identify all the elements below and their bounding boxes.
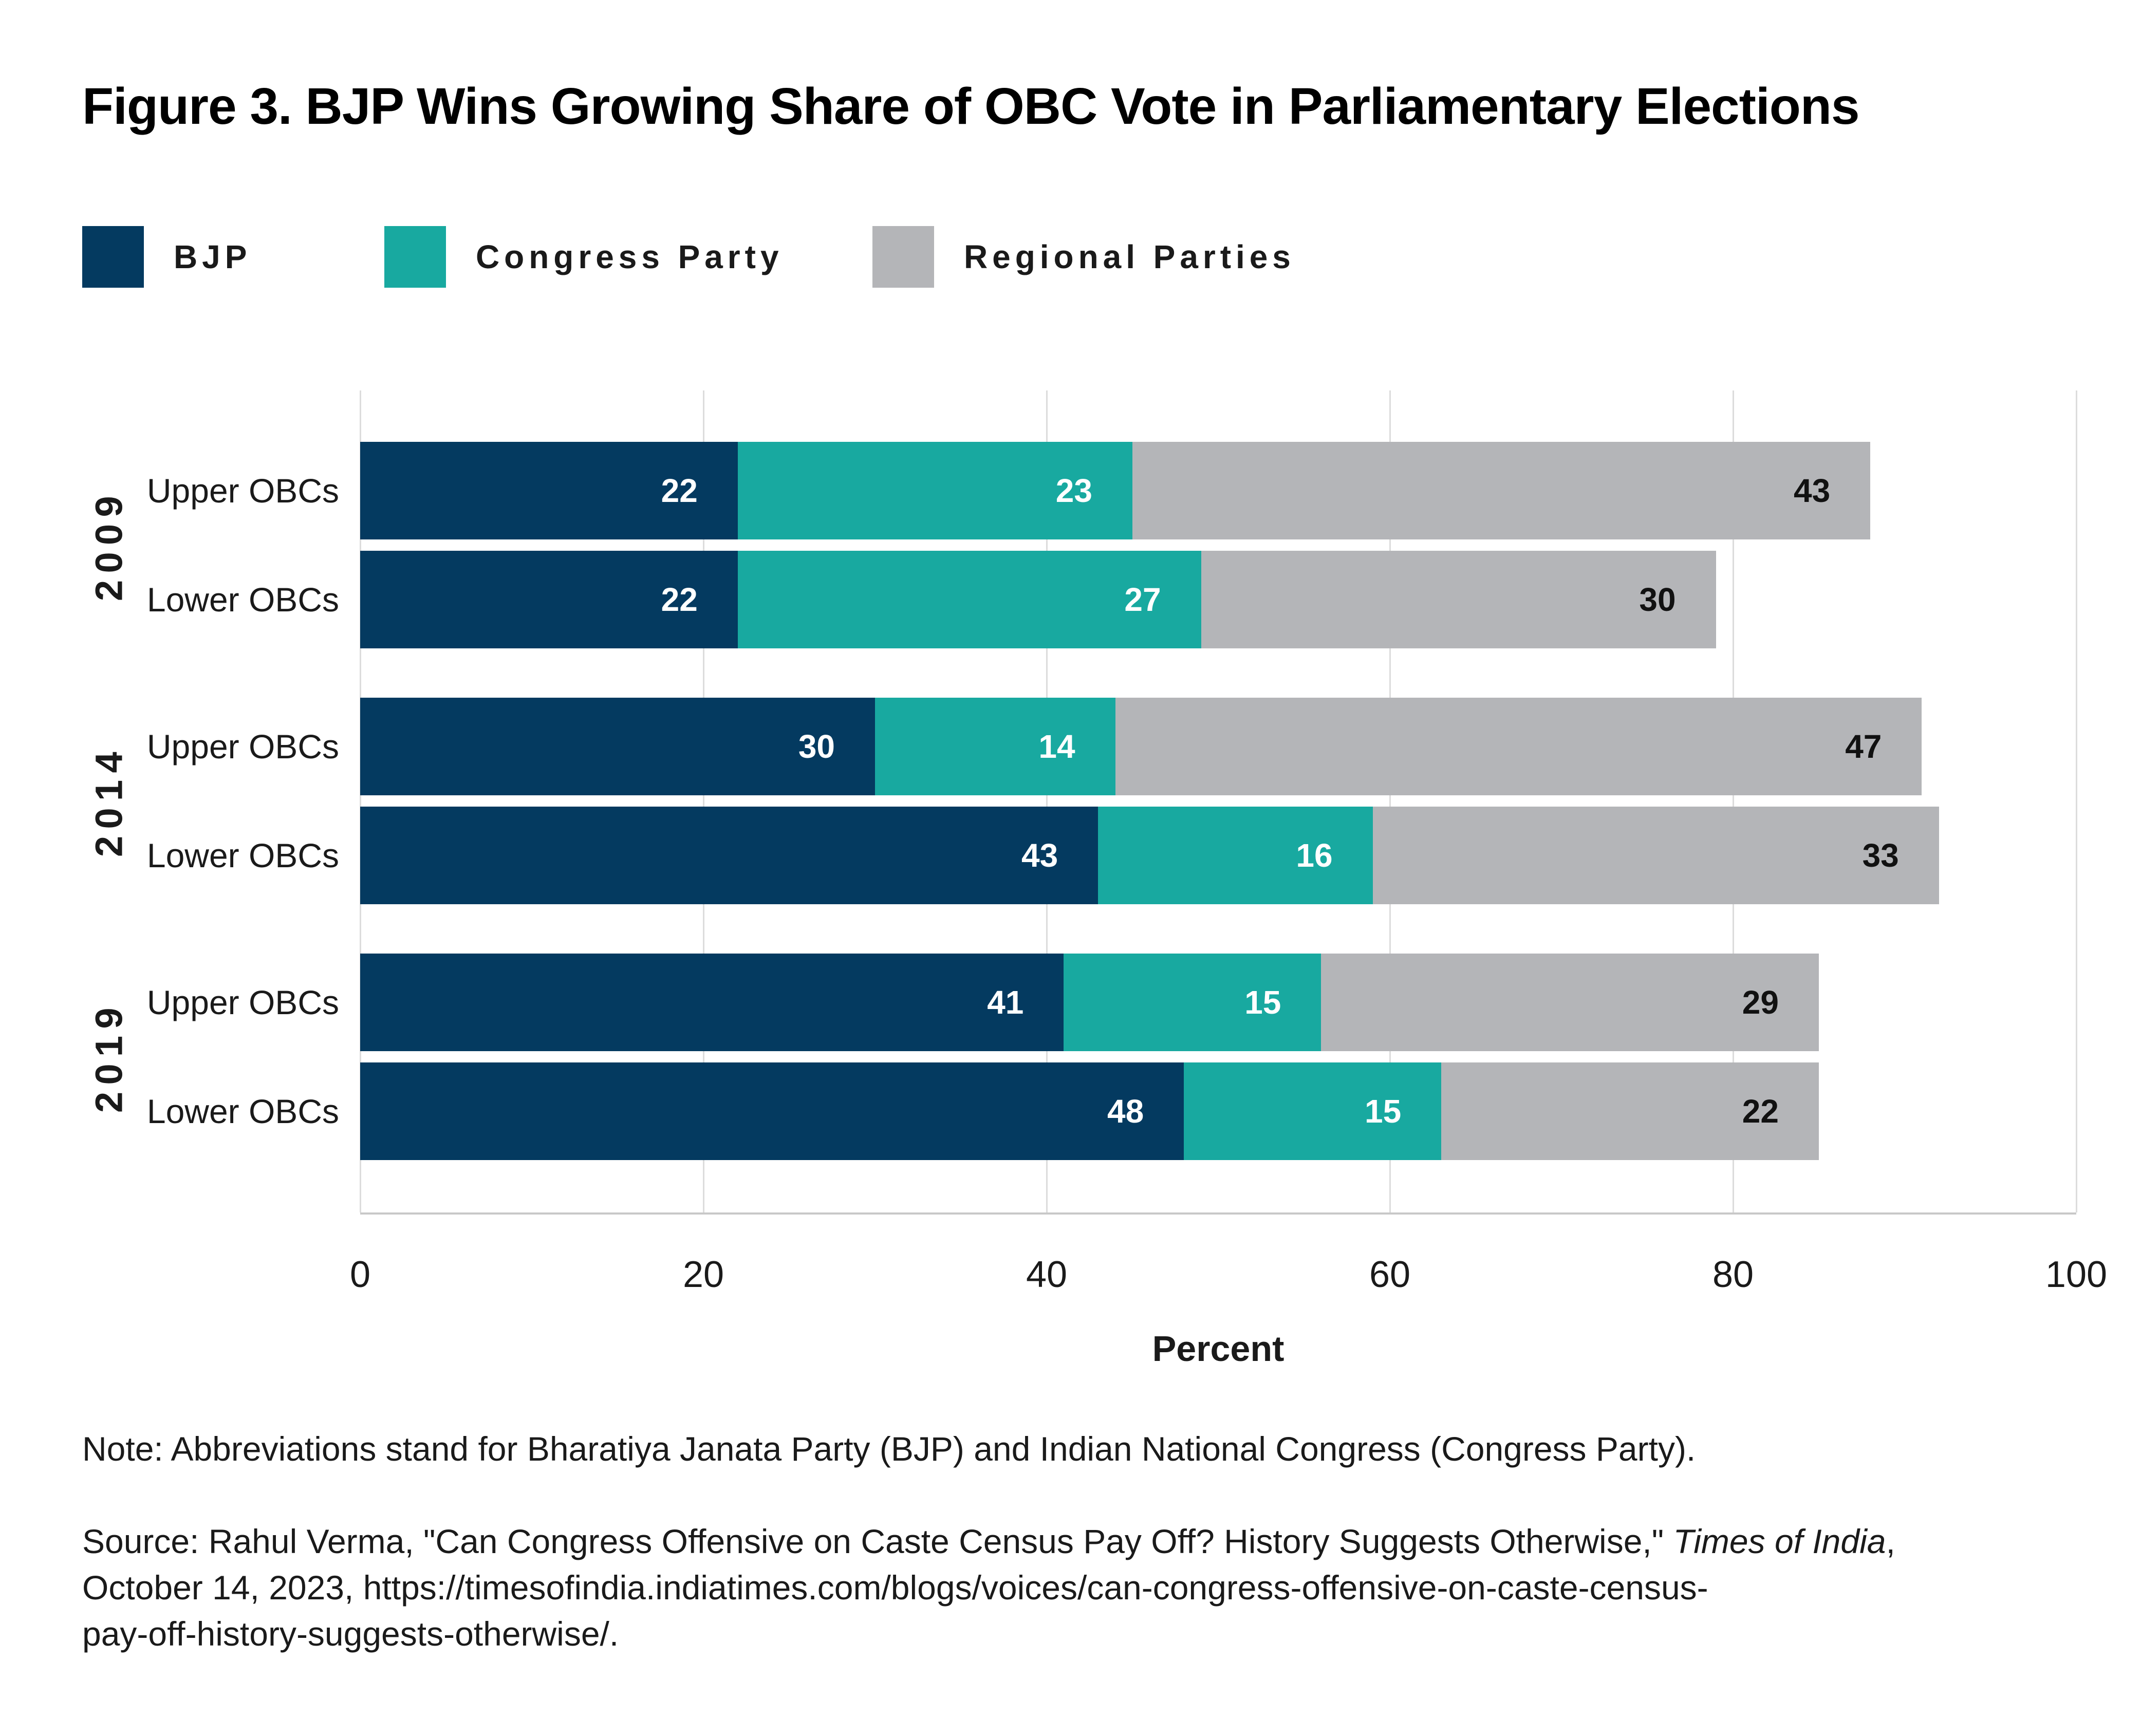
legend-item-congress: Congress Party [384,226,784,288]
bar-value-label: 30 [798,728,835,765]
category-label-upper-obcs: Upper OBCs [146,727,339,766]
bar-segment-congress-party: 23 [737,442,1132,539]
gridline-80 [1732,390,1734,1212]
bar-segment-bjp: 48 [360,1062,1184,1160]
bar-value-label: 27 [1124,581,1161,618]
bar-value-label: 16 [1296,837,1333,874]
bar-value-label: 22 [1742,1093,1779,1130]
legend: BJP Congress Party Regional Parties [0,226,2141,288]
x-tick-label-40: 40 [1026,1254,1068,1295]
note-text: Note: Abbreviations stand for Bharatiya … [82,1430,1696,1468]
bar-row-2009-lower-obcs: 22 27 30 [360,551,1716,648]
year-label-2014: 2014 [87,745,131,857]
bar-value-label: 15 [1244,984,1281,1021]
bar-value-label: 29 [1742,984,1779,1021]
source-text: Source: Rahul Verma, "Can Congress Offen… [82,1518,2076,1657]
bar-row-2019-lower-obcs: 48 15 22 [360,1062,1819,1160]
legend-label-regional: Regional Parties [964,238,1295,275]
bar-value-label: 43 [1021,837,1058,874]
category-label-lower-obcs: Lower OBCs [146,836,339,874]
bar-segment-regional-parties: 33 [1372,807,1939,904]
gridline-20 [702,390,704,1212]
bar-value-label: 48 [1107,1093,1144,1130]
bar-segment-bjp: 30 [360,698,875,795]
category-label-upper-obcs: Upper OBCs [146,472,339,510]
legend-swatch-congress [384,226,446,288]
bar-segment-congress-party: 14 [875,698,1115,795]
gridline-100 [2075,390,2077,1212]
bar-segment-bjp: 43 [360,807,1099,904]
bar-segment-regional-parties: 43 [1132,442,1871,539]
gridline-40 [1046,390,1048,1212]
x-tick-label-100: 100 [2045,1254,2108,1295]
bar-segment-congress-party: 27 [737,551,1201,648]
bar-segment-regional-parties: 29 [1321,954,1819,1051]
bar-segment-congress-party: 16 [1098,807,1373,904]
x-tick-label-0: 0 [349,1254,371,1295]
x-tick-label-60: 60 [1369,1254,1411,1295]
bar-row-2014-lower-obcs: 43 16 33 [360,807,1939,904]
gridline-60 [1389,390,1391,1212]
source-line1-pre: Source: Rahul Verma, "Can Congress Offen… [82,1522,1673,1560]
bar-segment-bjp: 41 [360,954,1064,1051]
x-tick-label-80: 80 [1712,1254,1754,1295]
bar-segment-regional-parties: 30 [1201,551,1716,648]
source-line2: October 14, 2023, https://timesofindia.i… [82,1569,1708,1607]
x-tick-label-20: 20 [682,1254,724,1295]
bar-row-2009-upper-obcs: 22 23 43 [360,442,1871,539]
x-axis-title: Percent [1152,1329,1284,1369]
category-label-lower-obcs: Lower OBCs [146,1092,339,1130]
bar-value-label: 22 [661,472,698,509]
source-line1-post: , [1886,1522,1895,1560]
legend-label-congress: Congress Party [476,238,784,275]
bar-value-label: 15 [1365,1093,1402,1130]
bar-value-label: 23 [1055,472,1092,509]
bar-value-label: 22 [661,581,698,618]
bar-segment-bjp: 22 [360,442,738,539]
legend-swatch-regional [872,226,934,288]
bar-segment-congress-party: 15 [1184,1062,1442,1160]
year-label-2019: 2019 [87,1001,131,1113]
source-line3: pay-off-history-suggests-otherwise/. [82,1615,619,1653]
bar-segment-regional-parties: 22 [1441,1062,1819,1160]
bar-value-label: 47 [1845,728,1882,765]
bar-value-label: 43 [1793,472,1831,509]
bar-row-2014-upper-obcs: 30 14 47 [360,698,1922,795]
source-publication: Times of India [1673,1522,1886,1560]
plot-area: 22 23 43 22 27 30 30 14 47 43 16 33 41 15 29 48 15 22 [359,390,2077,1215]
year-label-2009: 2009 [87,489,131,601]
bar-segment-regional-parties: 47 [1115,698,1922,795]
bar-segment-congress-party: 15 [1064,954,1321,1051]
bar-value-label: 14 [1038,728,1075,765]
category-label-upper-obcs: Upper OBCs [146,983,339,1021]
bar-value-label: 30 [1639,581,1676,618]
bar-value-label: 41 [987,984,1024,1021]
figure-title: Figure 3. BJP Wins Growing Share of OBC … [82,78,1860,135]
category-label-lower-obcs: Lower OBCs [146,581,339,619]
gridline-0 [359,390,361,1212]
bar-segment-bjp: 22 [360,551,738,648]
legend-item-bjp: BJP [82,226,251,288]
bar-row-2019-upper-obcs: 41 15 29 [360,954,1819,1051]
legend-swatch-bjp [82,226,144,288]
legend-label-bjp: BJP [174,238,252,275]
bar-value-label: 33 [1862,837,1899,874]
legend-item-regional: Regional Parties [872,226,1295,288]
source-line1: Source: Rahul Verma, "Can Congress Offen… [82,1518,2076,1564]
